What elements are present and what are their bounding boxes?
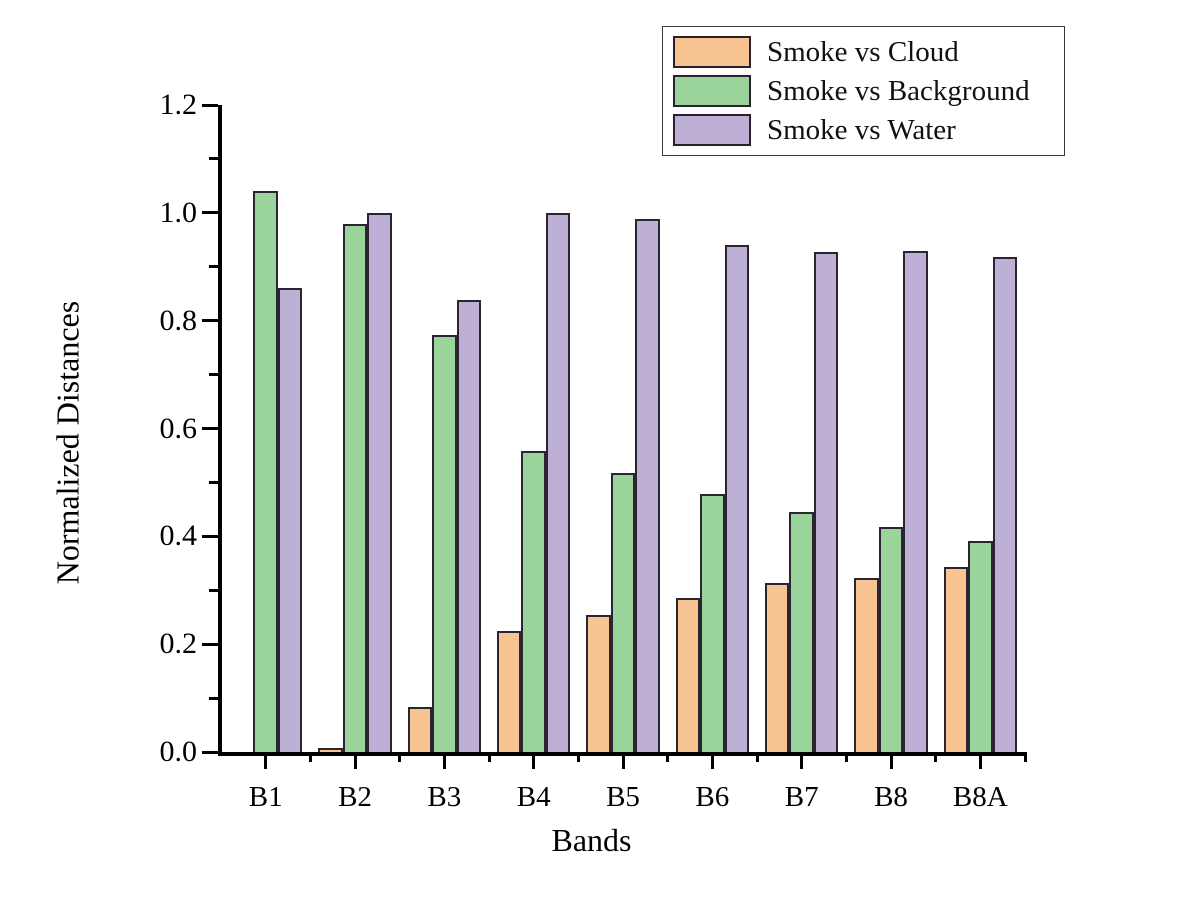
y-tick-major — [202, 750, 218, 754]
bar — [968, 541, 993, 752]
bar — [521, 451, 546, 752]
legend-swatch-smoke-vs-water — [673, 114, 751, 146]
legend-item-smoke-vs-water[interactable]: Smoke vs Water — [673, 113, 1054, 147]
y-tick-minor — [209, 265, 218, 269]
bar — [277, 288, 303, 752]
x-tick-label: B6 — [695, 781, 730, 813]
y-tick-major — [202, 642, 218, 646]
x-tick-minor — [308, 752, 312, 762]
x-tick-major — [889, 752, 893, 769]
bar — [992, 257, 1017, 752]
x-tick-major — [442, 752, 446, 769]
y-tick-label: 0.8 — [159, 303, 198, 337]
bar — [407, 706, 433, 752]
x-tick-major — [710, 752, 714, 769]
bar — [903, 250, 928, 752]
bar — [586, 614, 611, 752]
bar — [545, 212, 571, 752]
y-tick-major — [202, 427, 218, 430]
x-tick-label: B8A — [952, 781, 1008, 813]
y-tick-minor — [209, 588, 218, 592]
y-axis-line — [218, 105, 222, 752]
plot-area: 0.0 0.2 0.4 0.6 0.8 1.0 1.2 B1 B2 B3 B4 B5 B6 B7 B8 B8… — [160, 88, 1027, 813]
x-tick-label: B8 — [874, 781, 908, 813]
x-tick-label: B7 — [784, 781, 819, 813]
y-tick-minor — [209, 480, 218, 484]
legend-label-smoke-vs-background: Smoke vs Background — [767, 75, 1030, 107]
legend-item-smoke-vs-background[interactable]: Smoke vs Background — [673, 74, 1054, 108]
x-tick-major — [353, 752, 357, 769]
x-tick-minor — [934, 752, 938, 762]
bar — [610, 472, 636, 752]
x-tick-minor — [755, 752, 759, 762]
bar — [497, 630, 522, 752]
x-tick-label: B3 — [427, 781, 462, 813]
x-tick-minor — [487, 752, 491, 762]
bar — [854, 578, 879, 752]
y-axis-title: Normalized Distances — [49, 300, 86, 585]
x-tick-major — [264, 752, 268, 769]
x-tick-major — [621, 752, 625, 769]
x-tick-minor — [1023, 752, 1027, 762]
bar — [635, 219, 660, 752]
x-tick-minor — [398, 752, 402, 762]
legend-label-smoke-vs-cloud: Smoke vs Cloud — [767, 36, 959, 68]
x-tick-label: B1 — [248, 781, 283, 813]
y-tick-minor — [209, 157, 218, 161]
y-tick-label: 0.4 — [159, 519, 198, 553]
y-tick-label: 0.0 — [159, 735, 198, 768]
bar — [456, 300, 481, 752]
bar — [878, 526, 904, 752]
bar — [765, 583, 790, 752]
x-tick-label: B2 — [338, 781, 372, 813]
bar — [675, 598, 701, 752]
legend-item-smoke-vs-cloud[interactable]: Smoke vs Cloud — [673, 35, 1054, 69]
x-tick-label: B4 — [516, 781, 551, 813]
legend-label-smoke-vs-water: Smoke vs Water — [767, 114, 956, 146]
y-tick-minor — [209, 696, 218, 700]
x-tick-major — [978, 752, 982, 769]
x-axis-title: Bands — [551, 822, 632, 858]
bar — [367, 213, 392, 752]
x-tick-minor — [844, 752, 848, 762]
y-tick-major — [202, 534, 218, 538]
x-tick-major — [532, 752, 536, 769]
bar — [253, 191, 278, 752]
y-tick-major — [202, 103, 218, 107]
x-tick-major — [800, 752, 804, 769]
bar — [432, 334, 457, 752]
y-tick-major — [202, 211, 218, 215]
x-tick-label: B5 — [606, 781, 640, 813]
bar — [789, 512, 814, 752]
bar — [724, 245, 749, 752]
bar — [813, 251, 839, 752]
legend-swatch-smoke-vs-cloud — [673, 36, 751, 68]
legend-swatch-smoke-vs-background — [673, 75, 751, 107]
chart-legend: Smoke vs Cloud Smoke vs Background Smoke… — [662, 26, 1065, 156]
bar — [342, 223, 368, 752]
y-tick-label: 0.2 — [159, 627, 198, 661]
x-tick-minor — [576, 752, 580, 762]
bar — [700, 494, 725, 752]
y-tick-label: 1.0 — [159, 195, 198, 229]
y-tick-major — [202, 319, 218, 323]
bar — [318, 747, 343, 752]
x-tick-minor — [666, 752, 670, 762]
y-tick-label: 0.6 — [159, 411, 198, 445]
y-tick-minor — [209, 373, 218, 377]
y-tick-label: 1.2 — [159, 88, 198, 121]
bar — [943, 567, 969, 752]
